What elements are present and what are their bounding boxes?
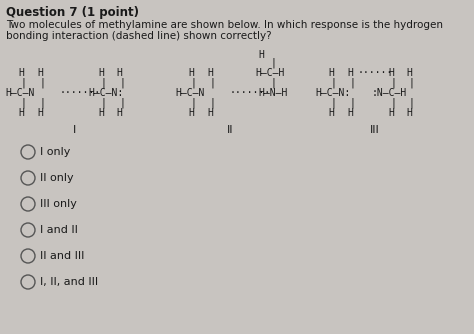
- Text: H: H: [207, 68, 213, 78]
- Text: ·······: ·······: [230, 88, 271, 98]
- Text: Two molecules of methylamine are shown below. In which response is the hydrogen: Two molecules of methylamine are shown b…: [6, 20, 443, 30]
- Text: Question 7 (1 point): Question 7 (1 point): [6, 6, 139, 19]
- Text: H: H: [18, 68, 24, 78]
- Text: H: H: [37, 68, 43, 78]
- Text: H: H: [347, 68, 353, 78]
- Text: H: H: [188, 108, 194, 118]
- Text: |: |: [350, 78, 356, 89]
- Text: H: H: [328, 108, 334, 118]
- Text: |: |: [191, 98, 197, 109]
- Text: H—C—N:: H—C—N:: [315, 88, 350, 98]
- Text: |: |: [391, 98, 397, 109]
- Text: |: |: [101, 78, 107, 89]
- Text: H: H: [406, 68, 412, 78]
- Text: H—C—H: H—C—H: [255, 68, 284, 78]
- Text: H—C—N: H—C—N: [5, 88, 35, 98]
- Text: |: |: [40, 98, 46, 109]
- Text: |: |: [210, 98, 216, 109]
- Text: H—N—H: H—N—H: [258, 88, 287, 98]
- Text: H: H: [388, 68, 394, 78]
- Text: III only: III only: [40, 199, 77, 209]
- Text: |: |: [191, 78, 197, 89]
- Text: H—C—N:: H—C—N:: [88, 88, 123, 98]
- Text: |: |: [409, 78, 415, 89]
- Text: H: H: [188, 68, 194, 78]
- Text: I only: I only: [40, 147, 70, 157]
- Text: H: H: [98, 68, 104, 78]
- Text: ·······: ·······: [60, 88, 101, 98]
- Text: |: |: [21, 98, 27, 109]
- Text: III: III: [370, 125, 380, 135]
- Text: bonding interaction (dashed line) shown correctly?: bonding interaction (dashed line) shown …: [6, 31, 272, 41]
- Text: |: |: [350, 98, 356, 109]
- Text: |: |: [271, 78, 277, 89]
- Text: |: |: [391, 78, 397, 89]
- Text: :N—C—H: :N—C—H: [372, 88, 407, 98]
- Text: H—C—N: H—C—N: [175, 88, 204, 98]
- Text: H: H: [116, 108, 122, 118]
- Text: II: II: [227, 125, 233, 135]
- Text: |: |: [331, 78, 337, 89]
- Text: H: H: [116, 68, 122, 78]
- Text: |: |: [101, 98, 107, 109]
- Text: H: H: [328, 68, 334, 78]
- Text: ······: ······: [358, 68, 393, 78]
- Text: I: I: [73, 125, 77, 135]
- Text: H: H: [258, 50, 264, 60]
- Text: |: |: [409, 98, 415, 109]
- Text: |: |: [120, 78, 126, 89]
- Text: H: H: [388, 108, 394, 118]
- Text: I, II, and III: I, II, and III: [40, 277, 98, 287]
- Text: H: H: [37, 108, 43, 118]
- Text: I and II: I and II: [40, 225, 78, 235]
- Text: II only: II only: [40, 173, 73, 183]
- Text: |: |: [21, 78, 27, 89]
- Text: |: |: [210, 78, 216, 89]
- Text: H: H: [207, 108, 213, 118]
- Text: |: |: [271, 58, 277, 68]
- Text: H: H: [98, 108, 104, 118]
- Text: H: H: [406, 108, 412, 118]
- Text: |: |: [331, 98, 337, 109]
- Text: H: H: [18, 108, 24, 118]
- Text: H: H: [347, 108, 353, 118]
- Text: II and III: II and III: [40, 251, 84, 261]
- Text: |: |: [120, 98, 126, 109]
- Text: |: |: [40, 78, 46, 89]
